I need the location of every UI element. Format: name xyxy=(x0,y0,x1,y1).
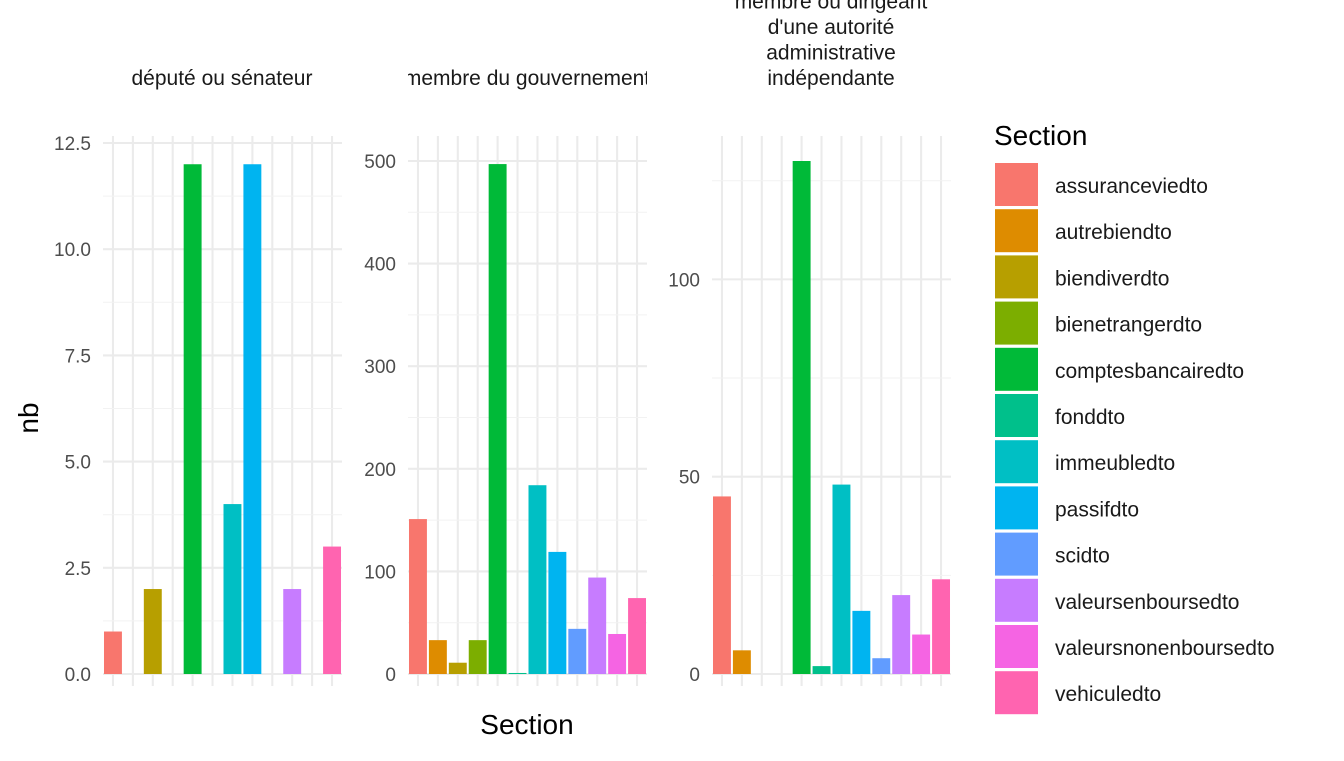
legend-swatch xyxy=(995,578,1038,622)
y-tick-label: 12.5 xyxy=(54,134,91,155)
legend-swatch xyxy=(995,209,1038,253)
bar xyxy=(468,640,487,674)
y-tick-label: 200 xyxy=(364,460,396,481)
bar xyxy=(832,484,851,674)
bar xyxy=(223,504,242,674)
legend-swatch xyxy=(995,532,1038,576)
y-tick-label: 50 xyxy=(679,468,700,489)
bar xyxy=(628,598,647,674)
legend-item: assuranceviedto xyxy=(995,163,1208,206)
y-tick-label: 100 xyxy=(364,562,396,583)
bar xyxy=(568,628,587,674)
facet-panel: 0 50 100 membre ou dirigeant d'une autorité a… xyxy=(668,0,951,686)
y-tick-label: 0 xyxy=(385,665,396,686)
bar xyxy=(792,161,811,674)
legend-item: vehiculedto xyxy=(995,671,1161,715)
y-tick-label: 10.0 xyxy=(54,240,91,261)
legend-swatch xyxy=(995,671,1038,715)
bar xyxy=(712,496,731,674)
legend-item: bienetrangerdto xyxy=(995,301,1202,345)
bar xyxy=(732,650,751,674)
legend-label: comptesbancairedto xyxy=(1055,360,1244,383)
legend-item: biendiverdto xyxy=(995,255,1169,299)
legend-label: autrebiendto xyxy=(1055,221,1172,244)
facet-title-line: membre ou dirigeant xyxy=(735,0,928,14)
facet-panel: 0.0 2.5 5.0 7.5 10.0 12.5 député ou sénateur xyxy=(54,67,342,686)
facet-title: membre du gouvernement xyxy=(404,67,650,90)
legend-label: scidto xyxy=(1055,545,1110,568)
legend: Section assuranceviedto autrebiendto biend… xyxy=(994,120,1275,715)
bar xyxy=(143,589,162,674)
legend-swatch xyxy=(995,163,1038,206)
legend-item: comptesbancairedto xyxy=(995,347,1244,391)
legend-label: passifdto xyxy=(1055,498,1139,521)
legend-label: valeursenboursedto xyxy=(1055,591,1239,614)
legend-label: immeubledto xyxy=(1055,452,1175,475)
x-axis-title: Section xyxy=(480,709,573,740)
legend-label: biendiverdto xyxy=(1055,267,1169,290)
bar xyxy=(428,640,447,674)
facet-title-line: administrative xyxy=(766,42,896,65)
y-tick-label: 300 xyxy=(364,357,396,378)
bar xyxy=(892,595,911,674)
bar xyxy=(912,634,931,674)
bar xyxy=(408,519,427,674)
bar xyxy=(548,551,567,674)
bar xyxy=(488,164,507,674)
bar xyxy=(508,672,527,674)
bar xyxy=(103,631,122,674)
bar xyxy=(528,485,547,674)
bar xyxy=(243,164,262,675)
legend-swatch xyxy=(995,347,1038,391)
facet-title-line: député ou sénateur xyxy=(132,67,313,90)
bar xyxy=(812,666,831,674)
facet-title: député ou sénateur xyxy=(132,67,313,90)
y-tick-label: 400 xyxy=(364,255,396,276)
y-axis-title: nb xyxy=(13,402,44,433)
legend-swatch xyxy=(995,440,1038,484)
bar xyxy=(852,610,871,674)
bar xyxy=(932,579,951,674)
facet-title-line: indépendante xyxy=(767,67,894,90)
legend-label: fonddto xyxy=(1055,406,1125,429)
bar xyxy=(283,589,302,674)
y-tick-label: 500 xyxy=(364,152,396,173)
legend-swatch xyxy=(995,486,1038,530)
bar xyxy=(448,662,467,674)
legend-label: vehiculedto xyxy=(1055,683,1161,706)
facet-title-line: membre du gouvernement xyxy=(404,67,650,90)
y-tick-label: 7.5 xyxy=(65,346,91,367)
y-tick-label: 5.0 xyxy=(65,453,91,474)
legend-label: bienetrangerdto xyxy=(1055,314,1202,337)
facet-title-line: d'une autorité xyxy=(768,16,895,39)
legend-label: assuranceviedto xyxy=(1055,175,1208,198)
y-tick-label: 0.0 xyxy=(65,665,91,686)
legend-item: scidto xyxy=(995,532,1110,576)
bar xyxy=(183,164,202,675)
legend-item: valeursnonenboursedto xyxy=(995,625,1275,668)
bar xyxy=(323,546,342,674)
legend-swatch xyxy=(995,394,1038,437)
y-tick-label: 0 xyxy=(689,665,700,686)
legend-item: passifdto xyxy=(995,486,1139,530)
legend-item: immeubledto xyxy=(995,440,1175,484)
y-tick-label: 100 xyxy=(668,270,700,291)
legend-swatch xyxy=(995,255,1038,299)
facet-title: membre ou dirigeant d'une autorité adminis… xyxy=(735,0,928,90)
legend-swatch xyxy=(995,301,1038,345)
legend-swatch xyxy=(995,625,1038,668)
bar xyxy=(872,658,891,674)
bar xyxy=(588,577,607,674)
facet-panel: 0 100 200 300 400 500 membre du gouvernement xyxy=(364,67,650,686)
legend-title: Section xyxy=(994,120,1087,151)
y-tick-label: 2.5 xyxy=(65,559,91,580)
legend-item: valeursenboursedto xyxy=(995,578,1239,622)
bar xyxy=(608,633,627,674)
legend-item: autrebiendto xyxy=(995,209,1172,253)
legend-item: fonddto xyxy=(995,394,1125,437)
legend-label: valeursnonenboursedto xyxy=(1055,637,1275,660)
